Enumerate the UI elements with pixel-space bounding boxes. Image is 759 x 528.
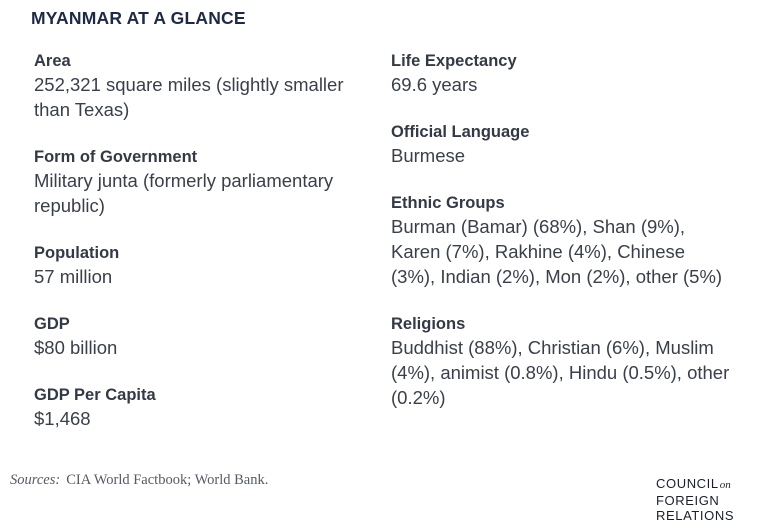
fact-label: GDP — [34, 315, 70, 333]
logo-word-on: on — [719, 479, 731, 491]
sources-label: Sources: — [10, 472, 61, 488]
facts-right-column: Life Expectancy 69.6 years Official Lang… — [391, 50, 731, 434]
logo-line-2: FOREIGN — [656, 493, 720, 508]
fact-label: Official Language — [391, 123, 530, 141]
fact-value: 69.6 years — [391, 74, 478, 95]
fact-value: $80 billion — [34, 337, 118, 358]
logo-line-1: COUNCILon — [656, 476, 734, 493]
fact-label: GDP Per Capita — [34, 386, 156, 404]
fact-value: $1,468 — [34, 408, 91, 429]
logo-line-3: RELATIONS — [656, 508, 735, 523]
fact-life-expectancy: Life Expectancy 69.6 years — [391, 50, 731, 97]
fact-label: Area — [34, 52, 71, 70]
page-title: MYANMAR AT A GLANCE — [31, 8, 246, 28]
fact-religions: Religions Buddhist (88%), Christian (6%)… — [391, 313, 731, 410]
sources-note: Sources: CIA World Factbook; World Bank. — [10, 472, 268, 489]
fact-form-of-government: Form of Government Military junta (forme… — [34, 146, 354, 218]
fact-label: Population — [34, 244, 120, 262]
fact-value: 252,321 square miles (slightly smaller t… — [34, 74, 344, 120]
fact-label: Life Expectancy — [391, 52, 517, 70]
logo-word-council: COUNCIL — [656, 476, 719, 491]
fact-gdp: GDP $80 billion — [34, 313, 354, 360]
fact-value: Military junta (formerly parliamentary r… — [34, 170, 334, 216]
fact-label: Form of Government — [34, 148, 198, 166]
fact-value: Buddhist (88%), Christian (6%), Muslim (… — [391, 337, 730, 408]
fact-label: Religions — [391, 315, 466, 333]
fact-area: Area 252,321 square miles (slightly smal… — [34, 50, 354, 122]
fact-value: Burman (Bamar) (68%), Shan (9%), Karen (… — [391, 216, 723, 287]
fact-value: 57 million — [34, 266, 113, 287]
fact-ethnic-groups: Ethnic Groups Burman (Bamar) (68%), Shan… — [391, 192, 731, 289]
fact-label: Ethnic Groups — [391, 194, 505, 212]
cfr-logo: COUNCILon FOREIGN RELATIONS — [656, 476, 734, 523]
fact-value: Burmese — [391, 145, 466, 166]
facts-left-column: Area 252,321 square miles (slightly smal… — [34, 50, 354, 455]
sources-text: CIA World Factbook; World Bank. — [66, 472, 269, 488]
fact-official-language: Official Language Burmese — [391, 121, 731, 168]
fact-population: Population 57 million — [34, 242, 354, 289]
fact-gdp-per-capita: GDP Per Capita $1,468 — [34, 384, 354, 431]
